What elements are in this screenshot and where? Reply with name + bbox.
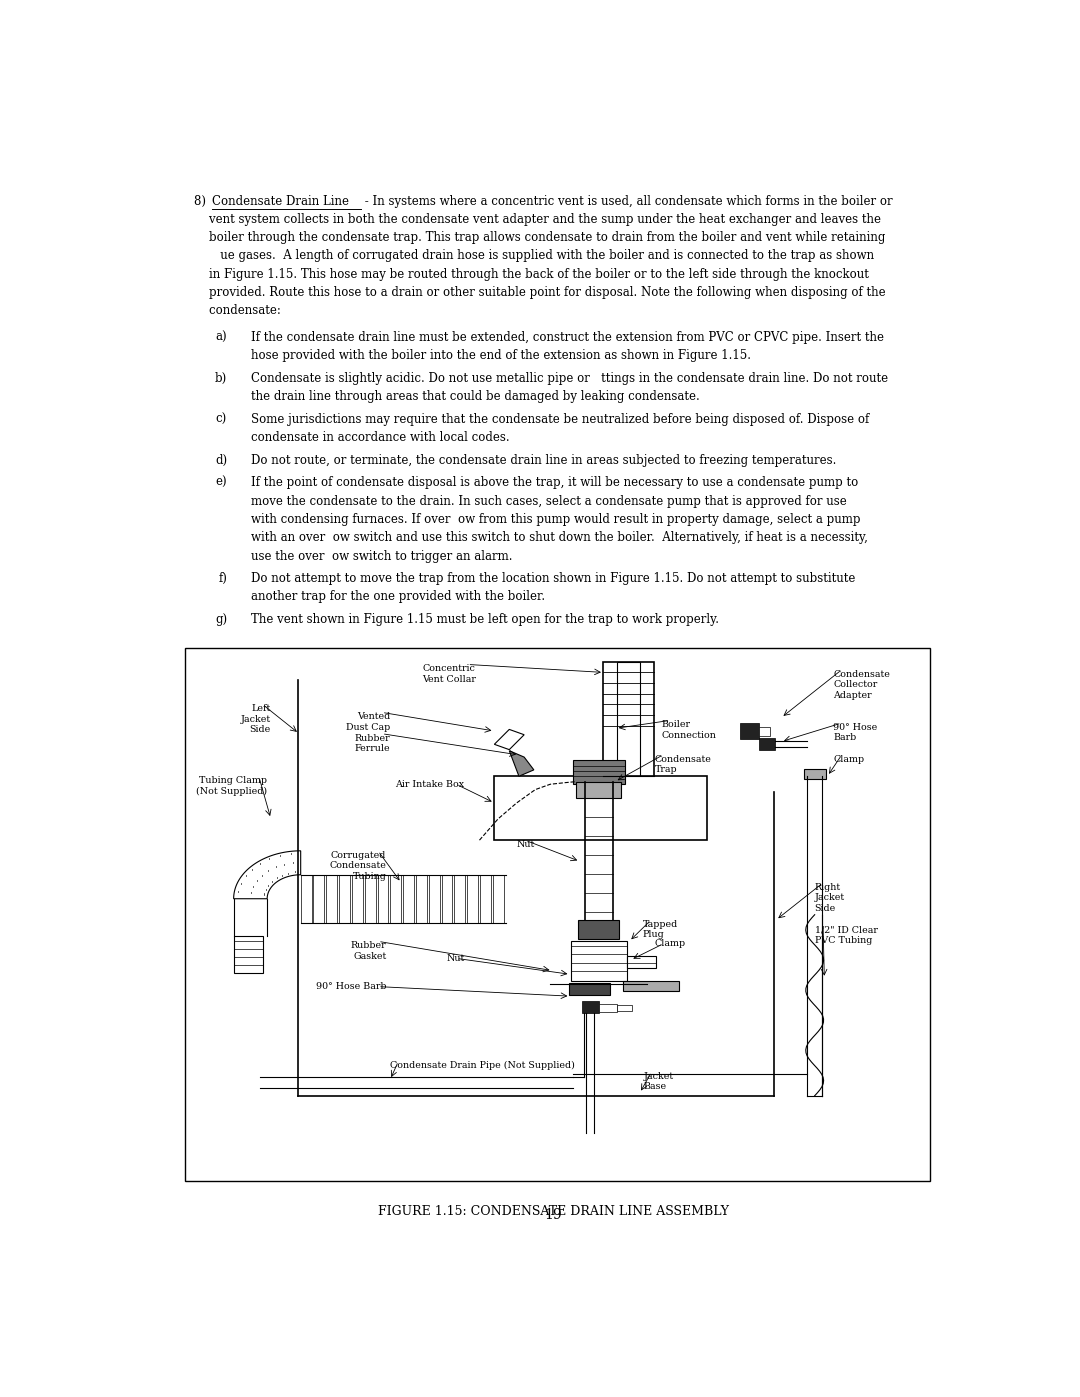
Bar [759,726,770,736]
Bar [598,1003,618,1013]
Text: Condensate
Collector
Adapter: Condensate Collector Adapter [834,669,890,700]
Bar [582,1002,598,1013]
Bar [455,875,465,922]
Polygon shape [495,729,524,750]
Text: If the condensate drain line must be extended, construct the extension from PVC : If the condensate drain line must be ext… [251,331,883,344]
Bar [578,921,619,939]
Text: g): g) [215,613,227,626]
Bar [626,956,657,968]
Text: hose provided with the boiler into the end of the extension as shown in Figure 1: hose provided with the boiler into the e… [251,349,751,362]
Bar [313,875,324,922]
Text: 90° Hose
Barb: 90° Hose Barb [834,724,878,742]
Text: Clamp: Clamp [834,754,864,764]
Bar [300,875,311,922]
Text: provided. Route this hose to a drain or other suitable point for disposal. Note : provided. Route this hose to a drain or … [193,286,886,299]
Text: condensate in accordance with local codes.: condensate in accordance with local code… [251,432,509,444]
Bar [572,760,624,784]
Text: Rubber
Ferrule: Rubber Ferrule [354,733,390,753]
Text: the drain line through areas that could be damaged by leaking condensate.: the drain line through areas that could … [251,390,699,404]
Text: 8): 8) [193,194,210,208]
Bar [570,942,626,981]
Text: Condensate Drain Line: Condensate Drain Line [212,194,349,208]
Text: another trap for the one provided with the boiler.: another trap for the one provided with t… [251,591,544,604]
Text: Tubing Clamp
(Not Supplied): Tubing Clamp (Not Supplied) [197,777,267,796]
Text: 19: 19 [544,1208,563,1222]
Text: use the over  ow switch to trigger an alarm.: use the over ow switch to trigger an ala… [251,549,512,563]
Bar [492,875,503,922]
Text: Left
Jacket
Side: Left Jacket Side [241,704,271,735]
Bar [339,875,350,922]
Text: 1/2" ID Clear
PVC Tubing: 1/2" ID Clear PVC Tubing [814,925,878,944]
Text: condensate:: condensate: [193,305,281,317]
Bar [416,875,427,922]
Text: Clamp: Clamp [654,940,686,949]
Bar [233,936,264,974]
Text: Boiler
Connection: Boiler Connection [662,721,717,740]
Text: Nut: Nut [516,840,535,849]
Text: Rubber
Gasket: Rubber Gasket [351,942,387,961]
Text: Right
Jacket
Side: Right Jacket Side [814,883,845,912]
Text: Air Intake Box: Air Intake Box [395,780,464,789]
Text: Vented
Dust Cap: Vented Dust Cap [346,712,390,732]
Text: The vent shown in Figure 1.15 must be left open for the trap to work properly.: The vent shown in Figure 1.15 must be le… [251,613,718,626]
Text: If the point of condensate disposal is above the trap, it will be necessary to u: If the point of condensate disposal is a… [251,476,858,489]
Bar [623,981,678,990]
Bar [740,724,759,739]
Bar [429,875,440,922]
Bar [495,777,706,840]
Bar [618,1004,632,1011]
Text: Jacket
Base: Jacket Base [644,1071,674,1091]
Text: in Figure 1.15. This hose may be routed through the back of the boiler or to the: in Figure 1.15. This hose may be routed … [193,268,868,281]
Bar [326,875,337,922]
Text: ue gases.  A length of corrugated drain hose is supplied with the boiler and is : ue gases. A length of corrugated drain h… [193,250,874,263]
Text: FIGURE 1.15: CONDENSATE DRAIN LINE ASSEMBLY: FIGURE 1.15: CONDENSATE DRAIN LINE ASSEM… [378,1204,729,1218]
Text: Do not attempt to move the trap from the location shown in Figure 1.15. Do not a: Do not attempt to move the trap from the… [251,573,855,585]
Bar [403,875,414,922]
Polygon shape [233,851,300,898]
Text: Corrugated
Condensate
Tubing: Corrugated Condensate Tubing [329,851,387,880]
Text: Condensate
Trap: Condensate Trap [654,754,712,774]
Bar [390,875,401,922]
Text: Do not route, or terminate, the condensate drain line in areas subjected to free: Do not route, or terminate, the condensa… [251,454,836,467]
Bar [480,875,490,922]
Polygon shape [510,750,534,777]
Text: b): b) [215,372,227,386]
Text: Condensate is slightly acidic. Do not use metallic pipe or   ttings in the conde: Condensate is slightly acidic. Do not us… [251,372,888,386]
Text: Concentric
Vent Collar: Concentric Vent Collar [422,665,476,685]
Bar [468,875,478,922]
Text: Tapped
Plug: Tapped Plug [643,921,678,939]
Text: - In systems where a concentric vent is used, all condensate which forms in the : - In systems where a concentric vent is … [361,194,892,208]
Bar [804,770,826,780]
Text: with an over  ow switch and use this switch to shut down the boiler.  Alternativ: with an over ow switch and use this swit… [251,531,867,545]
Bar [618,662,639,800]
Text: Some jurisdictions may require that the condensate be neutralized before being d: Some jurisdictions may require that the … [251,414,868,426]
Text: a): a) [215,331,227,344]
Text: move the condensate to the drain. In such cases, select a condensate pump that i: move the condensate to the drain. In suc… [251,495,847,507]
Bar [365,875,376,922]
Bar [603,662,653,809]
Bar [759,738,775,750]
Bar [442,875,453,922]
Text: d): d) [215,454,227,467]
Bar [577,781,621,798]
Text: boiler through the condensate trap. This trap allows condensate to drain from th: boiler through the condensate trap. This… [193,231,885,244]
Text: e): e) [215,476,227,489]
Text: Nut: Nut [446,954,464,963]
Text: vent system collects in both the condensate vent adapter and the sump under the : vent system collects in both the condens… [193,212,880,226]
Bar [378,875,389,922]
Text: c): c) [216,414,227,426]
Bar [352,875,363,922]
Bar [569,983,610,995]
Bar [186,648,930,1180]
Text: with condensing furnaces. If over  ow from this pump would result in property da: with condensing furnaces. If over ow fro… [251,513,860,525]
Text: 90° Hose Barb: 90° Hose Barb [315,982,387,990]
Text: f): f) [218,573,227,585]
Text: Condensate Drain Pipe (Not Supplied): Condensate Drain Pipe (Not Supplied) [390,1062,575,1070]
